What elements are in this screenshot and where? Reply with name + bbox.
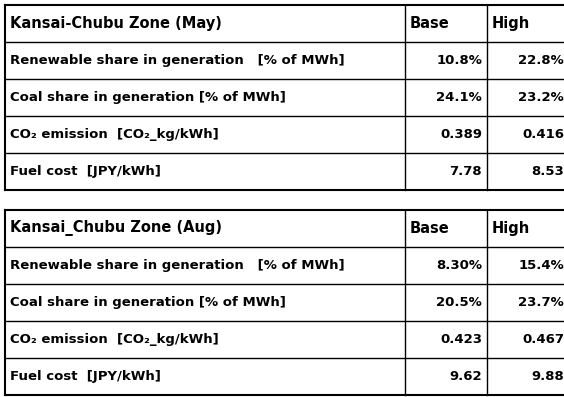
Text: Base: Base xyxy=(410,221,450,236)
Text: High: High xyxy=(492,16,530,31)
Text: 22.8%: 22.8% xyxy=(518,54,564,67)
Text: 23.2%: 23.2% xyxy=(518,91,564,104)
Text: 20.5%: 20.5% xyxy=(436,296,482,309)
Text: High: High xyxy=(492,221,530,236)
Text: 0.416: 0.416 xyxy=(522,128,564,141)
Text: 8.53: 8.53 xyxy=(531,165,564,178)
Text: Renewable share in generation   [% of MWh]: Renewable share in generation [% of MWh] xyxy=(10,259,345,272)
Text: CO₂ emission  [CO₂_kg/kWh]: CO₂ emission [CO₂_kg/kWh] xyxy=(10,333,219,346)
Text: Coal share in generation [% of MWh]: Coal share in generation [% of MWh] xyxy=(10,296,286,309)
Text: 24.1%: 24.1% xyxy=(436,91,482,104)
Text: Fuel cost  [JPY/kWh]: Fuel cost [JPY/kWh] xyxy=(10,370,161,383)
Text: 9.88: 9.88 xyxy=(531,370,564,383)
Text: 8.30%: 8.30% xyxy=(436,259,482,272)
Text: 15.4%: 15.4% xyxy=(518,259,564,272)
Text: 7.78: 7.78 xyxy=(450,165,482,178)
Text: Kansai_Chubu Zone (Aug): Kansai_Chubu Zone (Aug) xyxy=(10,220,222,237)
Text: 10.8%: 10.8% xyxy=(436,54,482,67)
Text: Fuel cost  [JPY/kWh]: Fuel cost [JPY/kWh] xyxy=(10,165,161,178)
Text: 23.7%: 23.7% xyxy=(518,296,564,309)
Text: Coal share in generation [% of MWh]: Coal share in generation [% of MWh] xyxy=(10,91,286,104)
Text: Renewable share in generation   [% of MWh]: Renewable share in generation [% of MWh] xyxy=(10,54,345,67)
Text: 0.467: 0.467 xyxy=(522,333,564,346)
Text: 9.62: 9.62 xyxy=(450,370,482,383)
Text: Base: Base xyxy=(410,16,450,31)
Text: Kansai-Chubu Zone (May): Kansai-Chubu Zone (May) xyxy=(10,16,222,31)
Text: 0.389: 0.389 xyxy=(440,128,482,141)
Text: CO₂ emission  [CO₂_kg/kWh]: CO₂ emission [CO₂_kg/kWh] xyxy=(10,128,219,141)
Text: 0.423: 0.423 xyxy=(440,333,482,346)
